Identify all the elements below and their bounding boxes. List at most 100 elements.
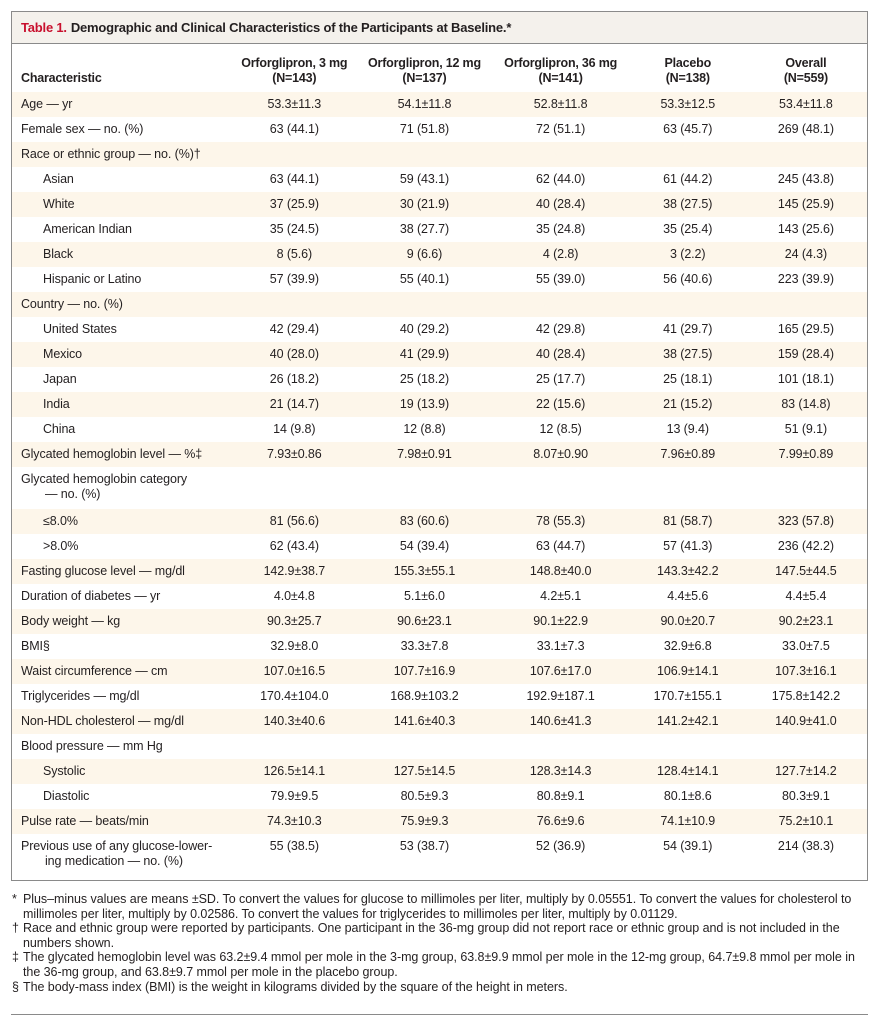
table-row: Waist circumference — cm 107.0±16.5 107.7±…	[12, 659, 867, 684]
table-title: Demographic and Clinical Characteristics…	[70, 20, 512, 35]
row-label-text: Diastolic	[43, 789, 90, 803]
cell-value: 25 (18.1)	[663, 372, 713, 386]
row-label-text: Hispanic or Latino	[43, 272, 142, 286]
cell-value: 59 (43.1)	[399, 172, 450, 186]
row-label: Country — no. (%)	[12, 292, 230, 317]
cell-value: 80.8±9.1	[536, 789, 585, 803]
cell-value: 78 (55.3)	[536, 514, 586, 528]
cell-value: 25 (18.2)	[399, 372, 450, 386]
row-label-text: Age — yr	[21, 97, 73, 111]
footnote-symbol: §	[12, 979, 19, 994]
row-label-text: Glycated hemoglobin level — %‡	[21, 447, 203, 461]
cell-value	[745, 142, 867, 167]
table-row: Triglycerides — mg/dl 170.4±104.0 168.9±10…	[12, 684, 867, 709]
row-label-text: Japan	[43, 372, 77, 386]
cell-value: 83 (14.8)	[781, 397, 831, 411]
table-row: Blood pressure — mm Hg	[12, 734, 867, 759]
cell-value: 55 (39.0)	[536, 272, 586, 286]
cell-value	[631, 142, 745, 167]
column-header-characteristic: Characteristic	[21, 71, 102, 85]
cell-value: 13 (9.4)	[666, 422, 709, 436]
row-label-text: Waist circumference — cm	[21, 664, 168, 678]
cell-value: 12 (8.5)	[539, 422, 582, 436]
cell-value: 74.1±10.9	[660, 814, 716, 828]
cell-value: 14 (9.8)	[273, 422, 316, 436]
cell-value: 41 (29.7)	[663, 322, 713, 336]
cell-value: 40 (28.4)	[536, 347, 586, 361]
cell-value: 75.2±10.1	[778, 814, 834, 828]
cell-value: 57 (39.9)	[269, 272, 319, 286]
cell-value: 128.4±14.1	[657, 764, 719, 778]
cell-value: 323 (57.8)	[777, 514, 834, 528]
cell-value	[631, 292, 745, 317]
row-label-text: Asian	[43, 172, 74, 186]
cell-value	[631, 467, 745, 509]
characteristics-table: Characteristic Orforglipron, 3 mg (N=143)…	[12, 44, 867, 876]
cell-value: 90.0±20.7	[660, 614, 716, 628]
cell-value: 75.9±9.3	[400, 814, 449, 828]
cell-value: 35 (24.8)	[536, 222, 586, 236]
table-body: Age — yr 53.3±11.3 54.1±11.8 52.8±11.8 53.3±…	[12, 92, 867, 876]
cell-value	[491, 292, 631, 317]
cell-value: 54.1±11.8	[397, 97, 452, 111]
row-label: Systolic	[12, 759, 230, 784]
cell-value: 32.9±6.8	[663, 639, 712, 653]
footnote-symbol: *	[12, 892, 17, 906]
row-label-text: Glycated hemoglobin category	[21, 472, 188, 486]
cell-value: 165 (29.5)	[777, 322, 834, 336]
footnote-text: The glycated hemoglobin level was 63.2±9…	[23, 950, 855, 979]
cell-value: 147.5±44.5	[775, 564, 837, 578]
cell-value: 168.9±103.2	[390, 689, 459, 703]
cell-value: 21 (14.7)	[269, 397, 319, 411]
cell-value	[491, 467, 631, 509]
row-label-text: ≤8.0%	[43, 514, 78, 528]
row-label: Pulse rate — beats/min	[12, 809, 230, 834]
cell-value	[358, 734, 490, 759]
cell-value: 38 (27.5)	[663, 347, 713, 361]
row-label: Blood pressure — mm Hg	[12, 734, 230, 759]
table-row: Non-HDL cholesterol — mg/dl 140.3±40.6 141…	[12, 709, 867, 734]
cell-value: 55 (38.5)	[269, 839, 319, 853]
cell-value: 54 (39.1)	[663, 839, 713, 853]
cell-value: 192.9±187.1	[526, 689, 595, 703]
row-label: United States	[12, 317, 230, 342]
cell-value: 57 (41.3)	[663, 539, 713, 553]
footnote-text: The body-mass index (BMI) is the weight …	[23, 979, 568, 994]
cell-value	[230, 142, 358, 167]
row-label-text: Body weight — kg	[21, 614, 121, 628]
cell-value: 5.1±6.0	[404, 589, 445, 603]
table-title-bar: Table 1. Demographic and Clinical Charac…	[12, 12, 867, 44]
table-row: Fasting glucose level — mg/dl 142.9±38.7 1…	[12, 559, 867, 584]
cell-value: 71 (51.8)	[399, 122, 450, 136]
cell-value: 214 (38.3)	[777, 839, 834, 853]
footnote-symbol: ‡	[12, 950, 19, 965]
cell-value	[491, 734, 631, 759]
cell-value: 236 (42.2)	[777, 539, 834, 553]
cell-value: 26 (18.2)	[269, 372, 319, 386]
cell-value: 62 (43.4)	[269, 539, 319, 553]
cell-value	[745, 734, 867, 759]
cell-value	[631, 734, 745, 759]
cell-value: 127.7±14.2	[775, 764, 837, 778]
cell-value: 90.2±23.1	[778, 614, 834, 628]
cell-value	[358, 292, 490, 317]
row-label-continuation: — no. (%)	[45, 487, 101, 501]
cell-value: 37 (25.9)	[269, 197, 319, 211]
cell-value: 74.3±10.3	[267, 814, 322, 828]
cell-value: 145 (25.9)	[777, 197, 834, 211]
cell-value: 9 (6.6)	[406, 247, 443, 261]
cell-value: 54 (39.4)	[399, 539, 450, 553]
cell-value	[491, 142, 631, 167]
footnote-text: Race and ethnic group were reported by p…	[23, 921, 840, 950]
cell-value: 53.3±12.5	[660, 97, 716, 111]
cell-value: 140.6±41.3	[529, 714, 592, 728]
cell-value: 80.5±9.3	[400, 789, 449, 803]
row-label-text: United States	[43, 322, 117, 336]
cell-value: 42 (29.8)	[536, 322, 586, 336]
cell-value: 7.93±0.86	[267, 447, 322, 461]
cell-value: 79.9±9.5	[270, 789, 319, 803]
cell-value: 76.6±9.6	[536, 814, 585, 828]
table-row: White 37 (25.9) 30 (21.9) 40 (28.4) 38 (27.5…	[12, 192, 867, 217]
cell-value: 142.9±38.7	[263, 564, 326, 578]
cell-value: 159 (28.4)	[777, 347, 834, 361]
